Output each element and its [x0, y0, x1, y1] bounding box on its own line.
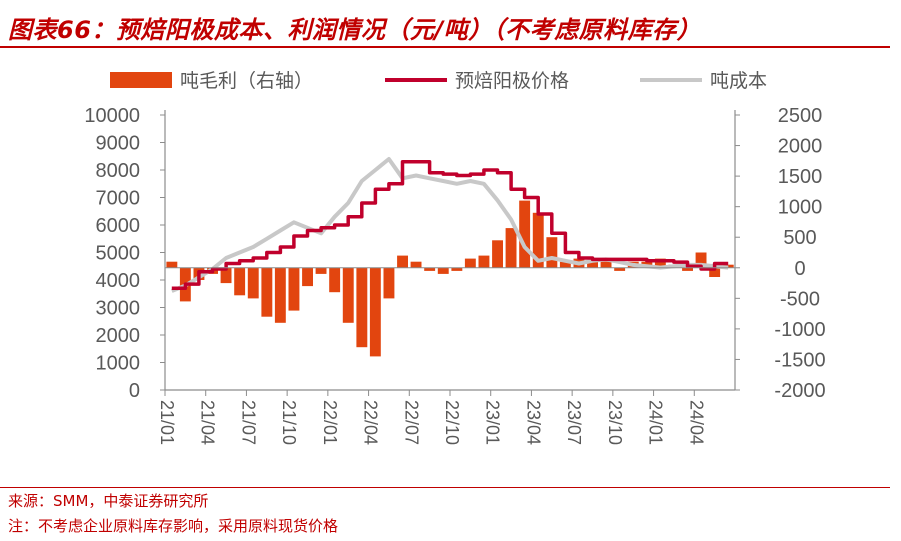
left-tick-label: 3000: [96, 298, 141, 320]
profit-bar: [614, 267, 626, 271]
source-note: 来源：SMM，中泰证券研究所: [8, 492, 209, 510]
x-tick-label: 22/01: [320, 400, 340, 445]
profit-bar: [383, 267, 395, 299]
series-lines: [171, 157, 729, 293]
profit-bar: [478, 255, 490, 268]
profit-bar: [342, 267, 354, 323]
x-tick-label: 22/10: [442, 400, 462, 445]
right-tick-label: -1000: [774, 319, 825, 341]
x-tick-label: 23/04: [523, 400, 543, 445]
x-tick-label: 21/04: [198, 400, 218, 445]
left-tick-label: 5000: [96, 243, 141, 265]
profit-bar: [315, 267, 327, 274]
profit-bar: [587, 261, 598, 268]
profit-bar: [356, 267, 368, 348]
right-tick-label: -2000: [774, 380, 825, 402]
right-tick-label: 2500: [778, 105, 823, 127]
profit-bar: [451, 267, 463, 271]
profit-bar: [247, 267, 259, 299]
left-tick-label: 8000: [96, 160, 141, 182]
left-tick-label: 9000: [96, 133, 141, 155]
title-bar: 图表66：预焙阳极成本、利润情况（元/吨）（不考虑原料库存）: [0, 6, 901, 48]
title-divider: [0, 46, 890, 48]
cost-line: [171, 157, 729, 293]
profit-bar: [505, 228, 517, 268]
profit-bar: [464, 258, 476, 268]
left-tick-label: 4000: [96, 270, 141, 292]
right-tick-label: 1500: [778, 166, 823, 188]
right-tick-label: 500: [783, 227, 816, 249]
left-tick-label: 6000: [96, 215, 141, 237]
profit-bar: [424, 267, 436, 271]
x-tick-label: 21/01: [157, 400, 177, 445]
profit-bar: [695, 252, 707, 268]
profit-bar: [682, 267, 693, 271]
footer-divider: [0, 487, 890, 488]
profit-bar: [559, 261, 571, 268]
profit-bar: [397, 255, 408, 268]
profit-bar: [546, 237, 558, 268]
footnote: 注：不考虑企业原料库存影响，采用原料现货价格: [8, 517, 339, 535]
legend-label: 预焙阳极价格: [455, 70, 569, 92]
page-title: 图表66：预焙阳极成本、利润情况（元/吨）（不考虑原料库存）: [8, 16, 702, 44]
profit-bar: [654, 258, 666, 268]
price-line: [171, 160, 729, 291]
right-tick-label: -500: [780, 288, 820, 310]
x-tick-label: 24/01: [646, 400, 666, 445]
profit-bar: [410, 261, 422, 268]
chart-axes: 0100020003000400050006000700080009000100…: [84, 105, 825, 445]
x-tick-label: 22/07: [401, 400, 421, 445]
profit-bar: [437, 267, 449, 274]
profit-bar: [329, 267, 341, 293]
profit-bar: [369, 267, 381, 357]
right-tick-label: -1500: [774, 349, 825, 371]
profit-bar: [600, 261, 612, 268]
profit-bar: [709, 267, 721, 277]
x-tick-label: 23/10: [605, 400, 625, 445]
profit-bar: [274, 267, 286, 323]
profit-bars: [166, 200, 734, 357]
left-tick-label: 0: [129, 380, 140, 402]
profit-bar: [234, 267, 246, 296]
legend-swatch: [110, 72, 172, 88]
profit-bar: [261, 267, 273, 317]
x-tick-label: 24/04: [686, 400, 706, 445]
right-tick-label: 1000: [778, 197, 823, 219]
x-tick-label: 21/10: [279, 400, 299, 445]
profit-bar: [519, 200, 531, 268]
x-tick-label: 23/07: [564, 400, 584, 445]
x-tick-label: 23/01: [483, 400, 503, 445]
profit-bar: [492, 240, 503, 268]
right-tick-label: 0: [794, 258, 805, 280]
legend-label: 吨成本: [710, 70, 767, 92]
profit-bar: [220, 267, 232, 284]
profit-bar: [288, 267, 300, 311]
profit-bar: [302, 267, 313, 287]
x-tick-label: 22/04: [361, 400, 381, 445]
profit-bar: [532, 212, 544, 268]
chart-legend: 吨毛利（右轴） 预焙阳极价格 吨成本: [110, 70, 767, 92]
right-tick-label: 2000: [778, 136, 823, 158]
left-tick-label: 2000: [96, 325, 141, 347]
x-tick-label: 21/07: [238, 400, 258, 445]
profit-bar: [166, 261, 178, 268]
legend-label: 吨毛利（右轴）: [180, 70, 313, 92]
left-tick-label: 1000: [96, 353, 141, 375]
left-tick-label: 7000: [96, 188, 141, 210]
left-tick-label: 10000: [84, 105, 140, 127]
profit-cost-chart: 吨毛利（右轴） 预焙阳极价格 吨成本 01000200030004000500060…: [84, 70, 825, 445]
